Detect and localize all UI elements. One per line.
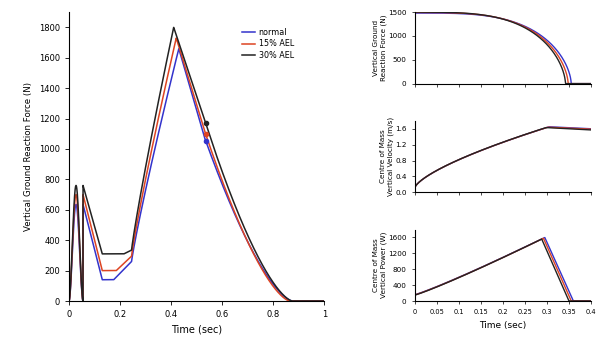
30% AEL	[163, 58, 170, 62]
normal	[316, 299, 323, 303]
15% AEL	[163, 78, 170, 82]
15% AEL	[316, 299, 323, 303]
15% AEL	[110, 268, 117, 273]
15% AEL	[288, 299, 295, 303]
Y-axis label: Centre of Mass
Vertical Power (W): Centre of Mass Vertical Power (W)	[373, 232, 386, 299]
Line: 15% AEL: 15% AEL	[69, 38, 325, 301]
X-axis label: Time (sec): Time (sec)	[479, 321, 527, 330]
30% AEL	[65, 299, 73, 303]
30% AEL	[95, 237, 102, 242]
normal	[110, 277, 117, 282]
15% AEL	[175, 42, 182, 46]
Legend: normal, 15% AEL, 30% AEL: normal, 15% AEL, 30% AEL	[239, 25, 297, 63]
Y-axis label: Centre of Mass
Vertical Velocity (m/s): Centre of Mass Vertical Velocity (m/s)	[380, 117, 394, 196]
15% AEL	[321, 299, 328, 303]
30% AEL	[170, 25, 178, 29]
normal	[175, 47, 182, 51]
30% AEL	[110, 252, 117, 256]
30% AEL	[175, 38, 182, 43]
normal	[95, 262, 102, 266]
normal	[163, 95, 170, 100]
30% AEL	[288, 299, 295, 303]
15% AEL	[65, 299, 73, 303]
normal	[321, 299, 328, 303]
Y-axis label: Vertical Ground Reaction Force (N): Vertical Ground Reaction Force (N)	[24, 82, 33, 231]
30% AEL	[321, 299, 328, 303]
normal	[175, 50, 182, 54]
normal	[65, 299, 73, 303]
Y-axis label: Vertical Ground
Reaction Force (N): Vertical Ground Reaction Force (N)	[373, 15, 386, 81]
15% AEL	[95, 252, 102, 256]
normal	[288, 299, 295, 303]
Line: 30% AEL: 30% AEL	[69, 27, 325, 301]
X-axis label: Time (sec): Time (sec)	[171, 325, 222, 335]
15% AEL	[173, 36, 180, 40]
Line: normal: normal	[69, 49, 325, 301]
30% AEL	[316, 299, 323, 303]
